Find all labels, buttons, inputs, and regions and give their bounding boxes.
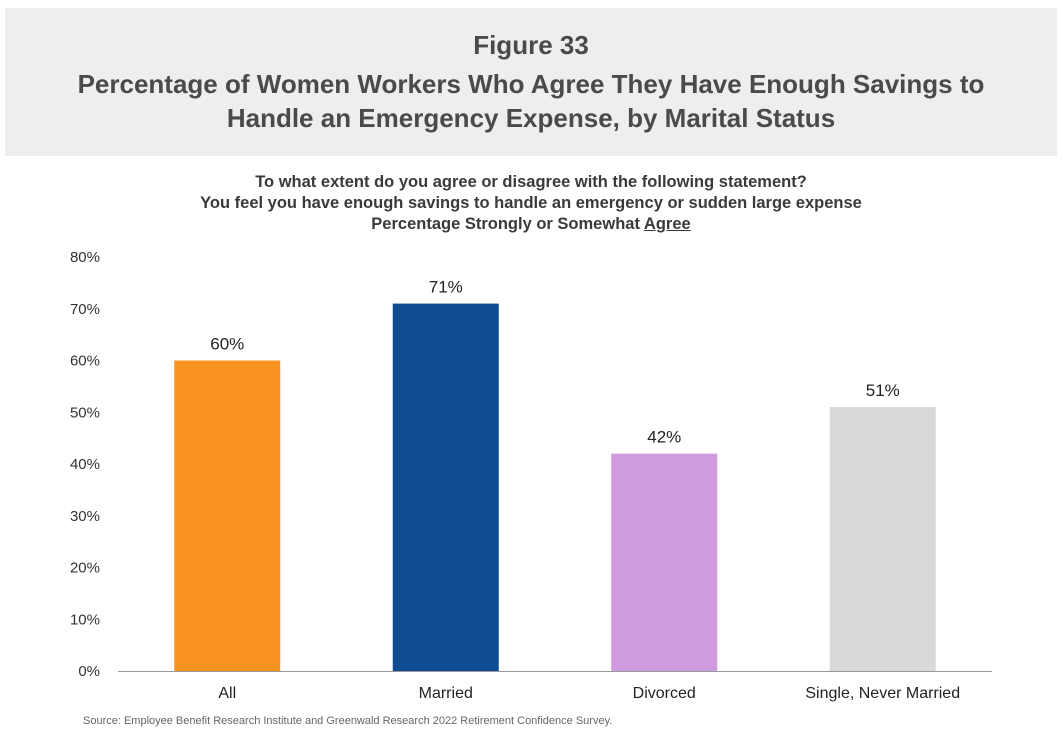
subtitle-line-1: To what extent do you agree or disagree … (255, 173, 807, 191)
figure-header: Figure 33 Percentage of Women Workers Wh… (5, 8, 1057, 156)
bar-all (174, 360, 281, 671)
data-label: 51% (866, 381, 900, 400)
y-tick-label: 50% (70, 404, 100, 421)
subtitle-line-3-prefix: Percentage Strongly or Somewhat (371, 215, 644, 233)
x-tick-label: Divorced (633, 685, 696, 702)
figure-title-line-1: Percentage of Women Workers Who Agree Th… (77, 69, 985, 99)
subtitle-line-3-underlined: Agree (643, 215, 691, 233)
subtitle-line-3: Percentage Strongly or Somewhat Agree (0, 214, 1062, 235)
data-label: 71% (429, 278, 463, 297)
bar-single-never-married (829, 407, 936, 671)
y-tick-label: 20% (70, 560, 100, 577)
x-tick-label: Single, Never Married (805, 685, 960, 702)
y-tick-label: 70% (70, 301, 100, 318)
figure-number: Figure 33 (473, 30, 589, 60)
x-tick-label: Married (419, 685, 473, 702)
figure-title-line-2: Handle an Emergency Expense, by Marital … (226, 103, 836, 133)
source-note: Source: Employee Benefit Research Instit… (83, 715, 613, 727)
x-tick-label: All (218, 685, 236, 702)
bar-chart: 0% 10% 20% 30% 40% 50% 60% 70% 80% 60% All 71% Marri… (70, 249, 992, 702)
y-tick-label: 80% (70, 249, 100, 266)
y-tick-label: 0% (78, 663, 100, 680)
y-tick-label: 30% (70, 508, 100, 525)
y-tick-label: 10% (70, 611, 100, 628)
data-label: 42% (647, 428, 681, 447)
subtitle-line-2: You feel you have enough savings to hand… (200, 194, 862, 212)
data-label: 60% (210, 335, 244, 354)
chart-subtitle: To what extent do you agree or disagree … (0, 172, 1062, 235)
y-tick-label: 60% (70, 353, 100, 370)
figure-title: Percentage of Women Workers Who Agree Th… (5, 67, 1057, 135)
bar-married (392, 303, 499, 671)
y-tick-label: 40% (70, 456, 100, 473)
bar-divorced (611, 453, 718, 671)
